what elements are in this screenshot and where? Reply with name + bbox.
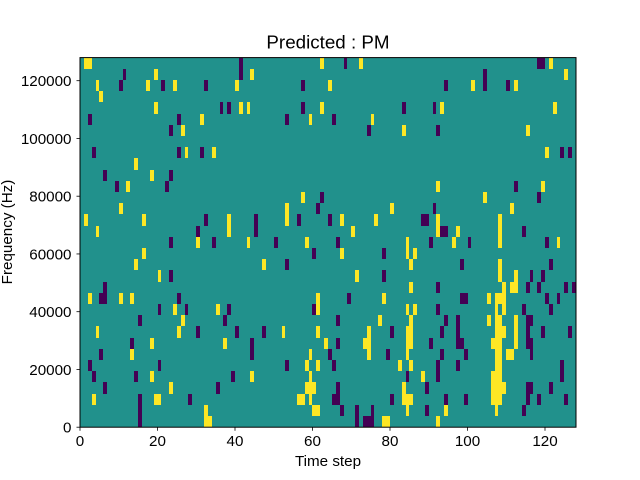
svg-text:40: 40 (227, 433, 244, 450)
svg-text:20: 20 (149, 433, 166, 450)
svg-text:Frequency (Hz): Frequency (Hz) (0, 180, 16, 285)
svg-text:0: 0 (76, 433, 84, 450)
svg-text:60000: 60000 (29, 246, 71, 263)
svg-text:60: 60 (304, 433, 321, 450)
svg-text:120: 120 (532, 433, 557, 450)
svg-text:80000: 80000 (29, 189, 71, 206)
svg-text:40000: 40000 (29, 304, 71, 321)
svg-text:Predicted : PM: Predicted : PM (266, 32, 389, 53)
svg-text:100: 100 (455, 433, 480, 450)
svg-text:100000: 100000 (21, 131, 72, 148)
svg-text:20000: 20000 (29, 362, 71, 379)
svg-text:0: 0 (63, 420, 71, 437)
svg-text:Time step: Time step (295, 453, 361, 470)
svg-text:120000: 120000 (21, 73, 72, 90)
svg-text:80: 80 (382, 433, 399, 450)
